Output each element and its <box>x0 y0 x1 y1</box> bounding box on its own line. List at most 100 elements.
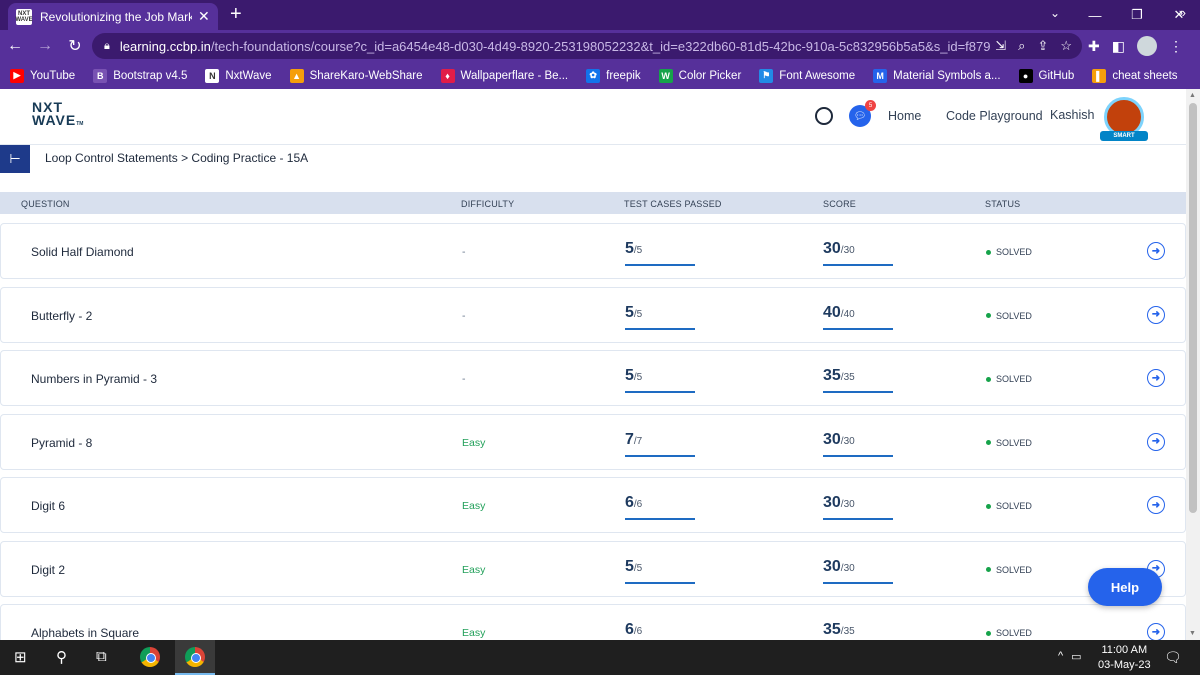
bookmark-item[interactable]: ♦ Wallpaperflare - Be... <box>440 68 568 83</box>
system-clock[interactable]: 11:00 AM 03-May-23 <box>1098 643 1151 673</box>
question-title[interactable]: Digit 6 <box>31 499 66 513</box>
bookmark-label: cheat sheets <box>1112 69 1178 82</box>
score-value: 30 <box>823 494 841 511</box>
chrome-menu-icon[interactable]: ⋮ <box>1168 37 1183 54</box>
zoom-icon[interactable]: ⌕ <box>1018 38 1026 53</box>
bookmark-item[interactable]: N NxtWave <box>205 68 272 83</box>
nxtwave-favicon-icon: NXT WAVE <box>15 8 33 25</box>
back-icon[interactable]: ← <box>7 37 23 54</box>
chrome-taskbar-icon[interactable] <box>140 647 160 667</box>
nxtwave-logo[interactable]: NXT WAVETM <box>32 99 83 131</box>
bookmark-item[interactable]: ▲ ShareKaro-WebShare <box>289 68 423 83</box>
clock-date: 03-May-23 <box>1098 659 1151 671</box>
nav-home-link[interactable]: Home <box>888 109 922 123</box>
question-title[interactable]: Solid Half Diamond <box>31 245 134 259</box>
tab-close-icon[interactable]: ✕ <box>198 8 210 24</box>
forward-icon[interactable]: → <box>37 37 53 54</box>
open-question-arrow-icon[interactable]: ➜ <box>1147 242 1165 260</box>
score-value: 30 <box>823 557 841 575</box>
reload-icon[interactable]: ↻ <box>68 38 82 55</box>
lock-icon[interactable]: 🔒︎ <box>104 39 110 52</box>
breadcrumb[interactable]: Loop Control Statements > Coding Practic… <box>45 151 309 165</box>
notifications-icon[interactable]: 🗨︎ <box>1164 649 1182 665</box>
profile-avatar-icon[interactable] <box>1136 36 1157 56</box>
bookmarks-bar: ▶ YouTube B Bootstrap v4.5 N NxtWave ▲ ShareKar… <box>0 62 1200 89</box>
new-tab-icon[interactable]: + <box>230 3 242 25</box>
question-title[interactable]: Digit 2 <box>31 562 66 577</box>
url-path: /tech-foundations/course?c_id=a6454e48-d… <box>210 38 991 54</box>
breadcrumb-bar: ⊢ Loop Control Statements > Coding Pract… <box>0 145 1186 173</box>
site-header: NXT WAVETM 💬︎ 5 Home Code Playground Kash… <box>0 89 1186 145</box>
bookmark-item[interactable]: ✿ freepik <box>586 68 641 83</box>
stopwatch-icon[interactable] <box>815 107 833 125</box>
chat-icon[interactable]: 💬︎ 5 <box>849 100 876 127</box>
bookmark-item[interactable]: ▶ YouTube <box>10 68 76 83</box>
passed-count: 6 <box>625 621 634 638</box>
bookmarks-overflow-icon[interactable]: » <box>1178 5 1186 20</box>
bookmark-star-icon[interactable]: ☆ <box>1060 38 1072 53</box>
table-row[interactable]: Digit 6 Easy 6/6 30/30 SOLVED ➜ <box>0 477 1186 533</box>
help-button[interactable]: Help <box>1088 568 1162 606</box>
close-window-icon[interactable]: ✕ <box>1173 7 1185 22</box>
tab-search-chevron-icon[interactable]: ⌄ <box>1050 6 1061 20</box>
user-avatar[interactable] <box>1104 97 1144 137</box>
col-test-cases: TEST CASES PASSED <box>624 199 722 209</box>
table-row[interactable]: Solid Half Diamond - 5/5 30/30 SOLVED ➜ <box>0 223 1186 279</box>
share-icon[interactable]: ⇪ <box>1037 38 1049 53</box>
minimize-icon[interactable]: — <box>1088 7 1102 23</box>
bookmark-item[interactable]: W Color Picker <box>658 68 741 83</box>
status-dot-icon <box>986 567 991 572</box>
status-text: SOLVED <box>996 310 1032 321</box>
bookmark-label: Font Awesome <box>779 69 856 82</box>
score-value: 30 <box>823 430 841 448</box>
table-row[interactable]: Numbers in Pyramid - 3 - 5/5 35/35 SOLVED ➜ <box>0 350 1186 406</box>
extensions-puzzle-icon[interactable]: ✚ <box>1088 37 1100 54</box>
question-title[interactable]: Pyramid - 8 <box>31 435 93 450</box>
total-count: /6 <box>633 499 643 510</box>
sidebar-toggle-icon[interactable]: ⊢ <box>0 145 30 173</box>
bookmark-item[interactable]: ⚑ Font Awesome <box>759 68 856 83</box>
question-title[interactable]: Butterfly - 2 <box>31 308 93 323</box>
active-chrome-taskbar-item[interactable] <box>175 640 215 675</box>
open-question-arrow-icon[interactable]: ➜ <box>1147 369 1165 387</box>
table-row[interactable]: Pyramid - 8 Easy 7/7 30/30 SOLVED ➜ <box>0 413 1186 470</box>
network-icon[interactable]: ▭ <box>1071 651 1082 663</box>
task-view-icon[interactable]: ⧉ <box>96 648 107 665</box>
test-cases-passed: 5/5 <box>625 240 695 266</box>
status-text: SOLVED <box>996 437 1032 448</box>
table-row[interactable]: Digit 2 Easy 5/5 30/30 SOLVED ➜ <box>0 540 1186 597</box>
passed-count: 6 <box>625 494 634 511</box>
restore-icon[interactable]: ❐ <box>1131 7 1143 22</box>
question-title[interactable]: Numbers in Pyramid - 3 <box>31 372 158 386</box>
tray-chevron-icon[interactable]: ^ <box>1058 650 1064 662</box>
total-count: /5 <box>633 308 643 320</box>
install-app-icon[interactable]: ⇲ <box>995 38 1007 53</box>
score: 30/30 <box>823 557 893 584</box>
open-question-arrow-icon[interactable]: ➜ <box>1147 496 1165 514</box>
logo-line2: WAVE <box>32 112 77 128</box>
side-panel-icon[interactable]: ◧ <box>1111 37 1125 54</box>
bookmark-label: YouTube <box>30 69 76 82</box>
nav-code-playground-link[interactable]: Code Playground <box>946 109 1043 123</box>
bookmark-item[interactable]: ● GitHub <box>1018 68 1075 83</box>
logo-line1: NXT <box>32 99 63 115</box>
scroll-up-icon[interactable]: ▲ <box>1189 92 1196 99</box>
status-badge: SOLVED <box>986 565 1032 575</box>
bookmark-item[interactable]: B Bootstrap v4.5 <box>93 68 187 83</box>
scrollbar-thumb[interactable] <box>1189 103 1197 513</box>
browser-tab[interactable]: NXT WAVE Revolutionizing the Job Market … <box>8 3 218 30</box>
windows-start-icon[interactable]: ⊞ <box>14 649 27 666</box>
search-icon[interactable]: ⚲ <box>56 649 67 666</box>
user-name[interactable]: Kashish <box>1050 108 1095 122</box>
open-question-arrow-icon[interactable]: ➜ <box>1147 305 1165 324</box>
open-question-arrow-icon[interactable]: ➜ <box>1147 432 1165 451</box>
question-title[interactable]: Alphabets in Square <box>31 626 140 640</box>
address-bar[interactable]: 🔒︎ learning.ccbp.in /tech-foundations/co… <box>92 33 1082 59</box>
bookmark-label: GitHub <box>1038 69 1075 82</box>
open-question-arrow-icon[interactable]: ➜ <box>1147 623 1165 641</box>
scroll-down-icon[interactable]: ▼ <box>1189 630 1196 637</box>
bookmark-item[interactable]: M Material Symbols a... <box>873 68 1001 83</box>
bookmark-item[interactable]: ▌ cheat sheets <box>1092 68 1178 83</box>
table-row[interactable]: Butterfly - 2 - 5/5 40/40 SOLVED ➜ <box>0 286 1186 343</box>
page-scrollbar[interactable]: ▲ ▼ <box>1186 89 1200 640</box>
